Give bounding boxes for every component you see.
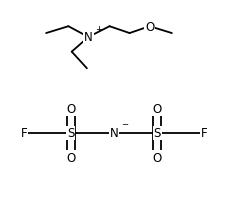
Text: O: O xyxy=(152,151,161,164)
Text: O: O xyxy=(66,102,75,115)
Text: N: N xyxy=(84,31,92,44)
Text: O: O xyxy=(66,151,75,164)
Text: S: S xyxy=(67,127,74,140)
Text: S: S xyxy=(153,127,160,140)
Text: N: N xyxy=(109,127,118,140)
Text: F: F xyxy=(20,127,27,140)
Text: O: O xyxy=(152,102,161,115)
Text: +: + xyxy=(94,25,102,33)
Text: F: F xyxy=(200,127,207,140)
Text: −: − xyxy=(121,119,128,128)
Text: O: O xyxy=(144,21,153,34)
